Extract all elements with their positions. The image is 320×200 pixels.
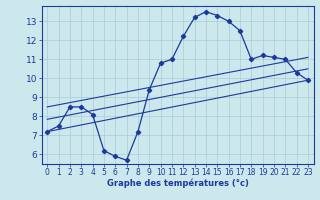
X-axis label: Graphe des températures (°c): Graphe des températures (°c) <box>107 179 249 188</box>
